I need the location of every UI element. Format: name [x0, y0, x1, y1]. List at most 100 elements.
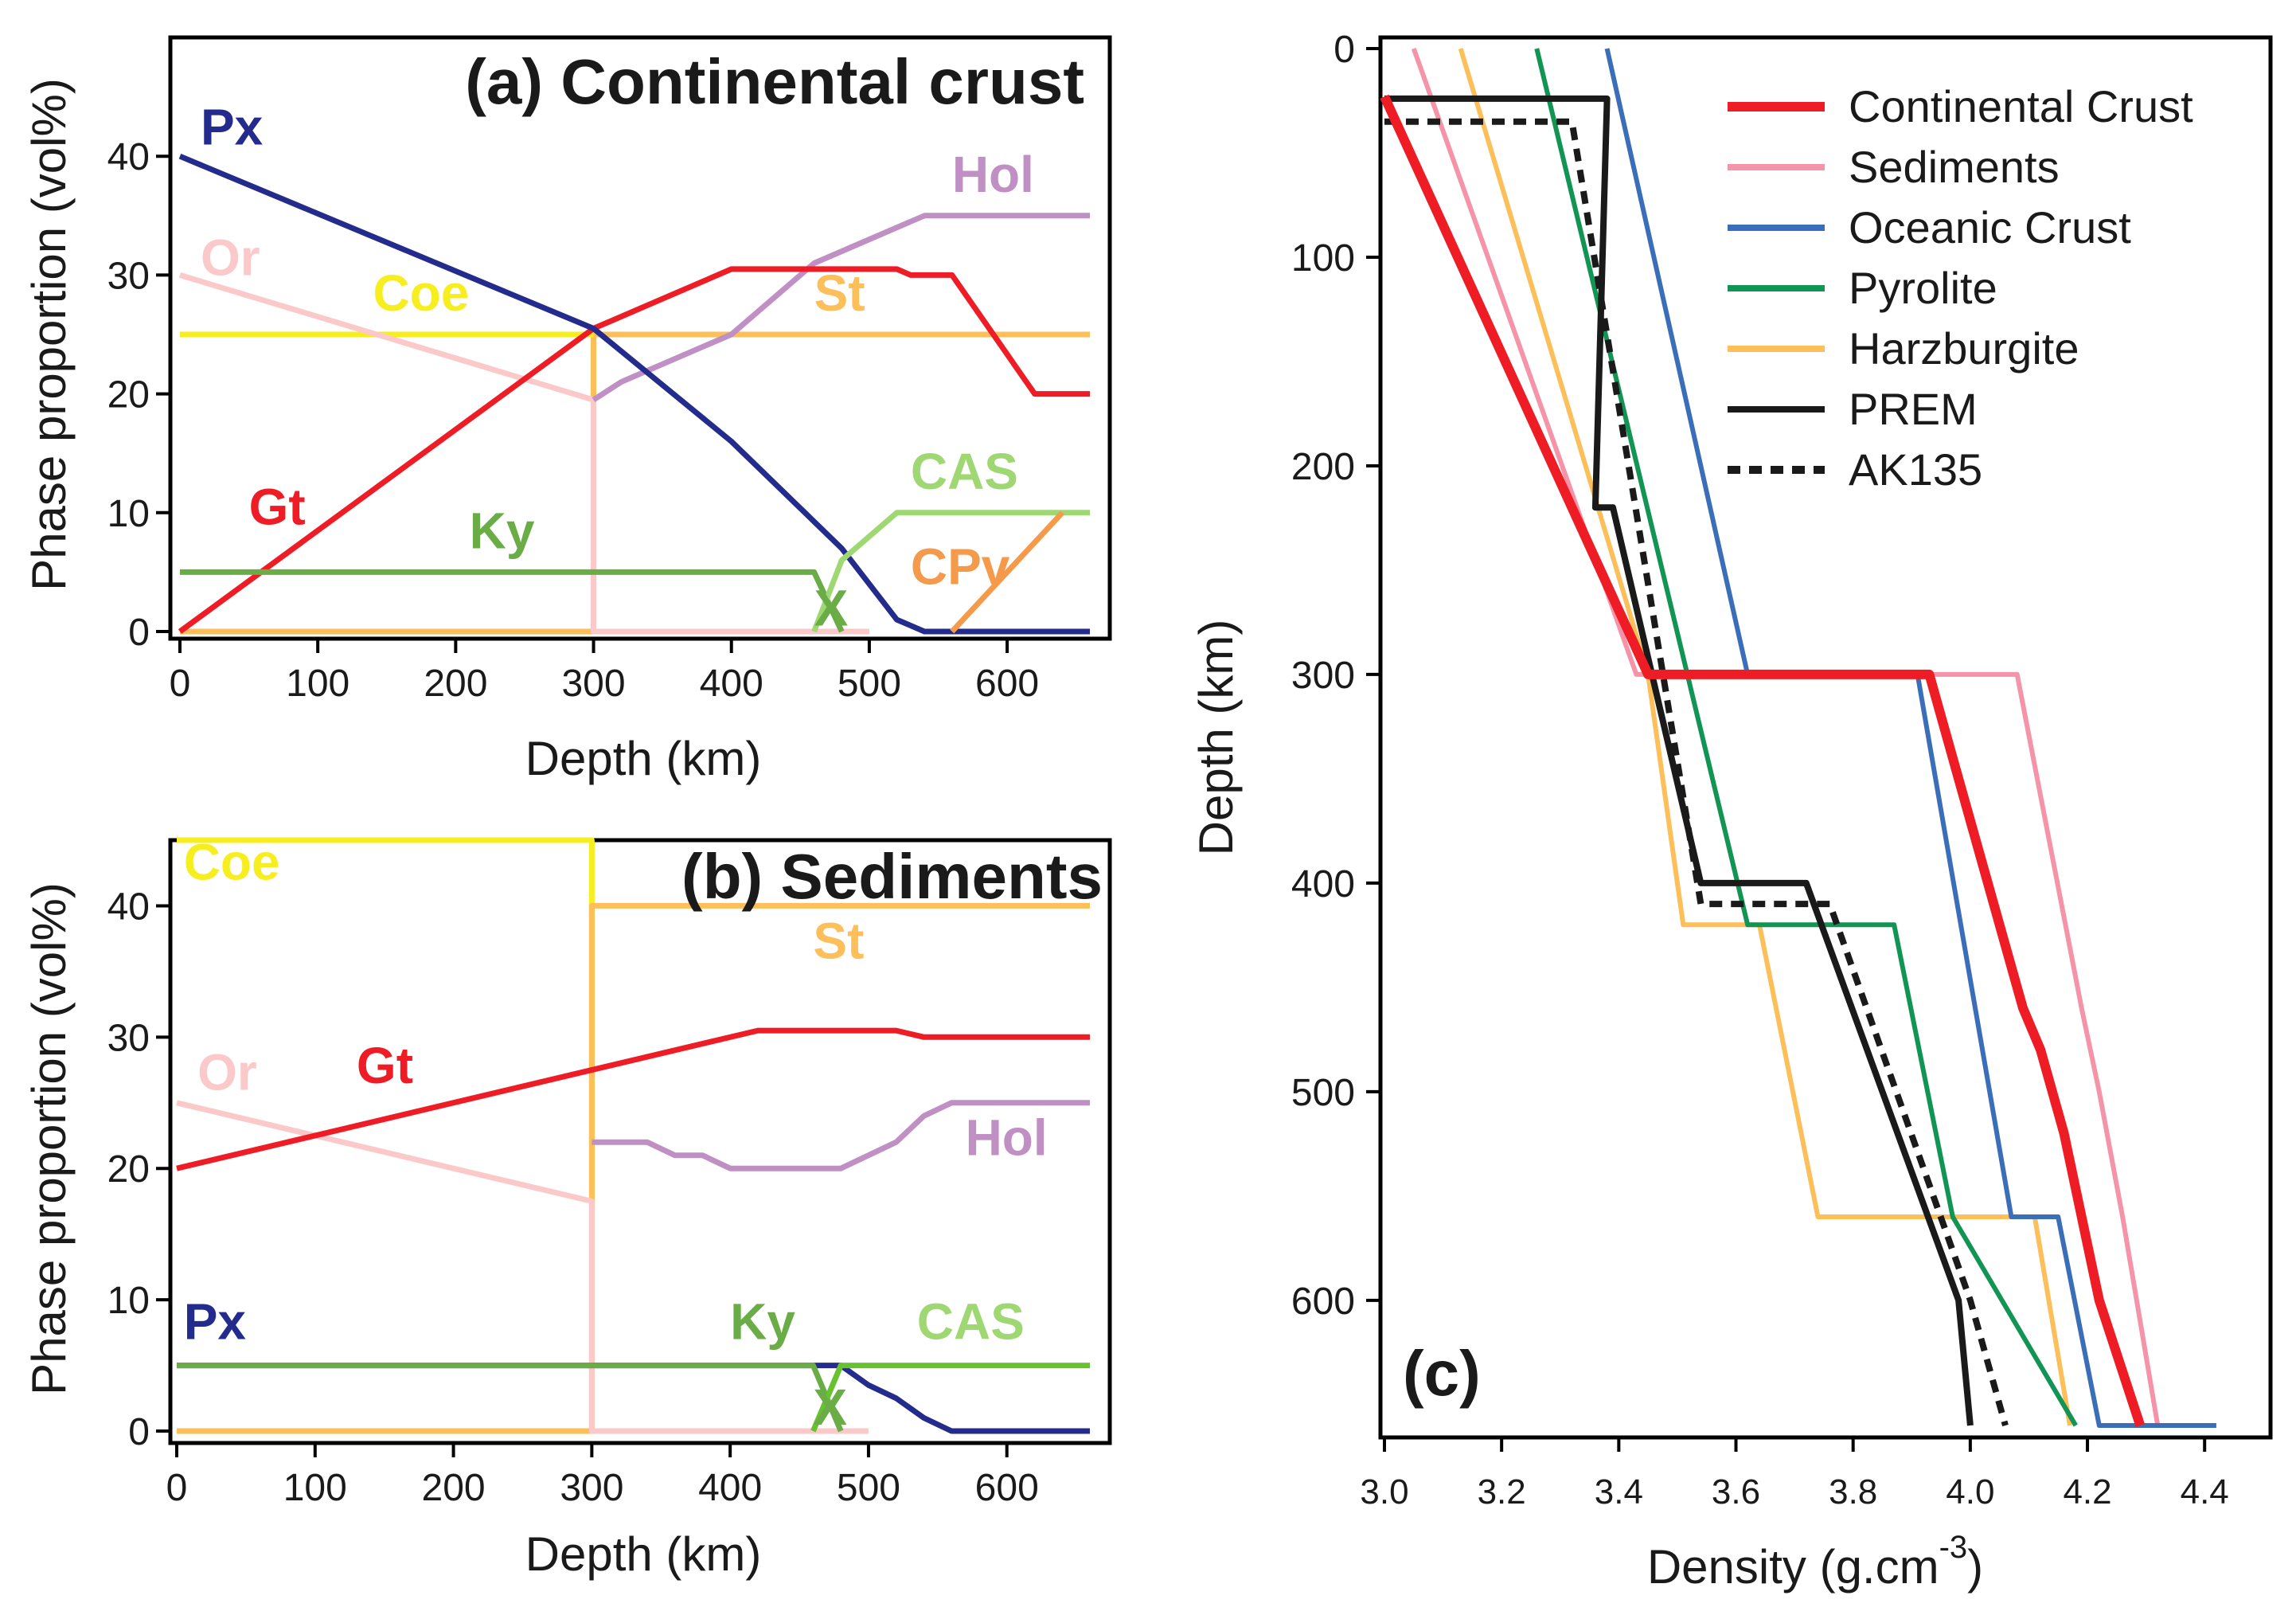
x-tick-label-b: 100 — [283, 1467, 347, 1509]
panel-c-plot-frame — [1378, 35, 2273, 1440]
series-ak135-line-c — [1384, 118, 2009, 1427]
panel-b-y-axis-label: Phase proportion (vol%) — [22, 882, 76, 1395]
phase-label-cas-b: CAS — [917, 1293, 1025, 1351]
x-tick-label-c: 3.0 — [1360, 1472, 1408, 1511]
legend-label-continental-crust: Continental Crust — [1849, 81, 2193, 131]
x-tick-label-c: 4.0 — [1946, 1472, 1994, 1511]
phase-label-st-b: St — [813, 912, 864, 969]
x-tick-label-a: 0 — [170, 663, 191, 705]
phase-label-ky-b: Ky — [730, 1293, 795, 1351]
panel-a-plot-frame — [168, 35, 1112, 641]
panel-c-x-axis-label: Density (g.cm-3) — [1647, 1530, 1983, 1594]
x-tick-label-c: 4.4 — [2181, 1472, 2229, 1511]
series-ky-line-a — [180, 569, 845, 633]
x-tick-label-b: 400 — [698, 1467, 762, 1509]
series-hol-line-a — [592, 213, 1090, 403]
y-tick-label-a: 20 — [107, 374, 150, 416]
x-tick-label-b: 200 — [422, 1467, 486, 1509]
phase-label-hol-a: Hol — [952, 146, 1034, 203]
x-tick-label-a: 100 — [286, 663, 349, 705]
panel-c-axis-ticks: 3.0 3.2 3.4 3.6 3.8 4.0 4.2 4.4 0 100 200 300 400 500… — [1291, 29, 2229, 1511]
phase-label-st-a: St — [814, 264, 865, 322]
series-sediments-line-c — [1411, 47, 2161, 1426]
y-tick-label-b: 40 — [107, 886, 150, 928]
y-tick-label-c: 500 — [1291, 1072, 1355, 1114]
panel-b-title: (b) Sediments — [681, 841, 1103, 912]
panel-b-sediments: 0 100 200 300 400 500 600 0 10 20 30 40 Coe St Or Gt Ho… — [22, 833, 1112, 1581]
y-tick-label-b: 0 — [128, 1411, 150, 1453]
series-ky-line-b — [177, 1363, 844, 1433]
legend-label-prem: PREM — [1849, 384, 1978, 434]
y-tick-label-c: 0 — [1333, 29, 1355, 71]
series-cas-line-b — [810, 1363, 1090, 1433]
panel-b-phase-labels: Coe St Or Gt Hol Px Ky CAS X — [184, 833, 1048, 1435]
panel-a-axis-ticks: 0 100 200 300 400 500 600 0 10 20 30 40 — [107, 136, 1040, 705]
panel-a-title: (a) Continental crust — [465, 46, 1084, 117]
phase-label-px-b: Px — [184, 1293, 247, 1351]
panel-a-continental-crust: 0 100 200 300 400 500 600 0 10 20 30 40 Px Or Coe St Ho… — [22, 35, 1112, 785]
series-st-line-b — [177, 902, 1090, 1434]
panel-a-series-group — [178, 153, 1090, 635]
phase-label-hol-b: Hol — [966, 1109, 1048, 1167]
phase-label-gt-b: Gt — [357, 1037, 413, 1094]
legend-label-oceanic-crust: Oceanic Crust — [1849, 202, 2131, 252]
x-tick-label-b: 0 — [166, 1467, 188, 1509]
x-tick-label-c: 3.2 — [1478, 1472, 1526, 1511]
x-tick-label-c: 3.8 — [1829, 1472, 1877, 1511]
series-continental-crust-line-c — [1380, 94, 2146, 1427]
phase-label-gt-a: Gt — [249, 479, 306, 536]
x-tick-label-c: 3.4 — [1595, 1472, 1643, 1511]
phase-label-coe-a: Coe — [373, 264, 469, 322]
panel-a-y-axis-label: Phase proportion (vol%) — [22, 78, 76, 591]
phase-label-x-a: X — [814, 580, 849, 637]
series-gt-line-a — [178, 266, 1090, 634]
panel-b-x-axis-label: Depth (km) — [525, 1527, 762, 1581]
legend-label-ak135: AK135 — [1849, 444, 1982, 495]
series-hol-line-b — [592, 1100, 1090, 1171]
y-tick-label-b: 30 — [107, 1017, 150, 1059]
series-cas-line-a — [811, 510, 1090, 633]
x-tick-label-c: 4.2 — [2063, 1472, 2111, 1511]
y-tick-label-a: 0 — [128, 612, 150, 654]
y-tick-label-b: 10 — [107, 1280, 150, 1322]
panel-c-x-axis-label-exponent: -3 — [1939, 1530, 1968, 1565]
x-tick-label-a: 600 — [975, 663, 1039, 705]
x-tick-label-a: 400 — [700, 663, 763, 705]
legend-label-harzburgite: Harzburgite — [1849, 323, 2079, 373]
series-pyrolite-line-c — [1534, 48, 2078, 1427]
phase-label-cas-a: CAS — [911, 443, 1018, 500]
x-tick-label-b: 500 — [837, 1467, 900, 1509]
phase-label-coe-b: Coe — [184, 833, 280, 890]
panel-c-legend: Continental Crust Sediments Oceanic Crust P… — [1728, 81, 2193, 495]
series-or-line-a — [178, 272, 869, 635]
x-tick-label-a: 300 — [561, 663, 625, 705]
panel-b-axis-ticks: 0 100 200 300 400 500 600 0 10 20 30 40 — [107, 886, 1039, 1509]
series-gt-line-b — [176, 1027, 1090, 1171]
y-tick-label-c: 300 — [1291, 655, 1355, 697]
x-tick-label-b: 300 — [560, 1467, 623, 1509]
series-cpv-line-a — [950, 510, 1064, 634]
x-tick-label-a: 200 — [424, 663, 487, 705]
series-prem-line-c — [1384, 95, 1974, 1426]
x-tick-label-c: 3.6 — [1712, 1472, 1760, 1511]
panel-c-density-profiles: 3.0 3.2 3.4 3.6 3.8 4.0 4.2 4.4 0 100 200 300 400 500… — [1189, 29, 2273, 1594]
phase-label-px-a: Px — [201, 98, 264, 155]
series-px-line-a — [178, 153, 1090, 635]
panel-c-series-group — [1380, 47, 2216, 1428]
panel-a-x-axis-label: Depth (km) — [525, 732, 762, 785]
y-tick-label-a: 30 — [107, 255, 150, 297]
y-tick-label-c: 600 — [1291, 1281, 1355, 1323]
phase-label-cpv-a: CPv — [911, 538, 1010, 595]
series-or-line-b — [176, 1100, 869, 1434]
phase-label-or-b: Or — [197, 1043, 257, 1101]
legend-label-pyrolite: Pyrolite — [1849, 263, 1997, 313]
panel-c-x-axis-label-suffix: ) — [1967, 1540, 1983, 1594]
y-tick-label-b: 20 — [107, 1148, 150, 1191]
phase-label-x-b: X — [813, 1378, 847, 1436]
y-tick-label-a: 10 — [107, 493, 150, 535]
y-tick-label-c: 200 — [1291, 446, 1355, 488]
x-tick-label-b: 600 — [975, 1467, 1039, 1509]
phase-label-or-a: Or — [201, 229, 260, 286]
